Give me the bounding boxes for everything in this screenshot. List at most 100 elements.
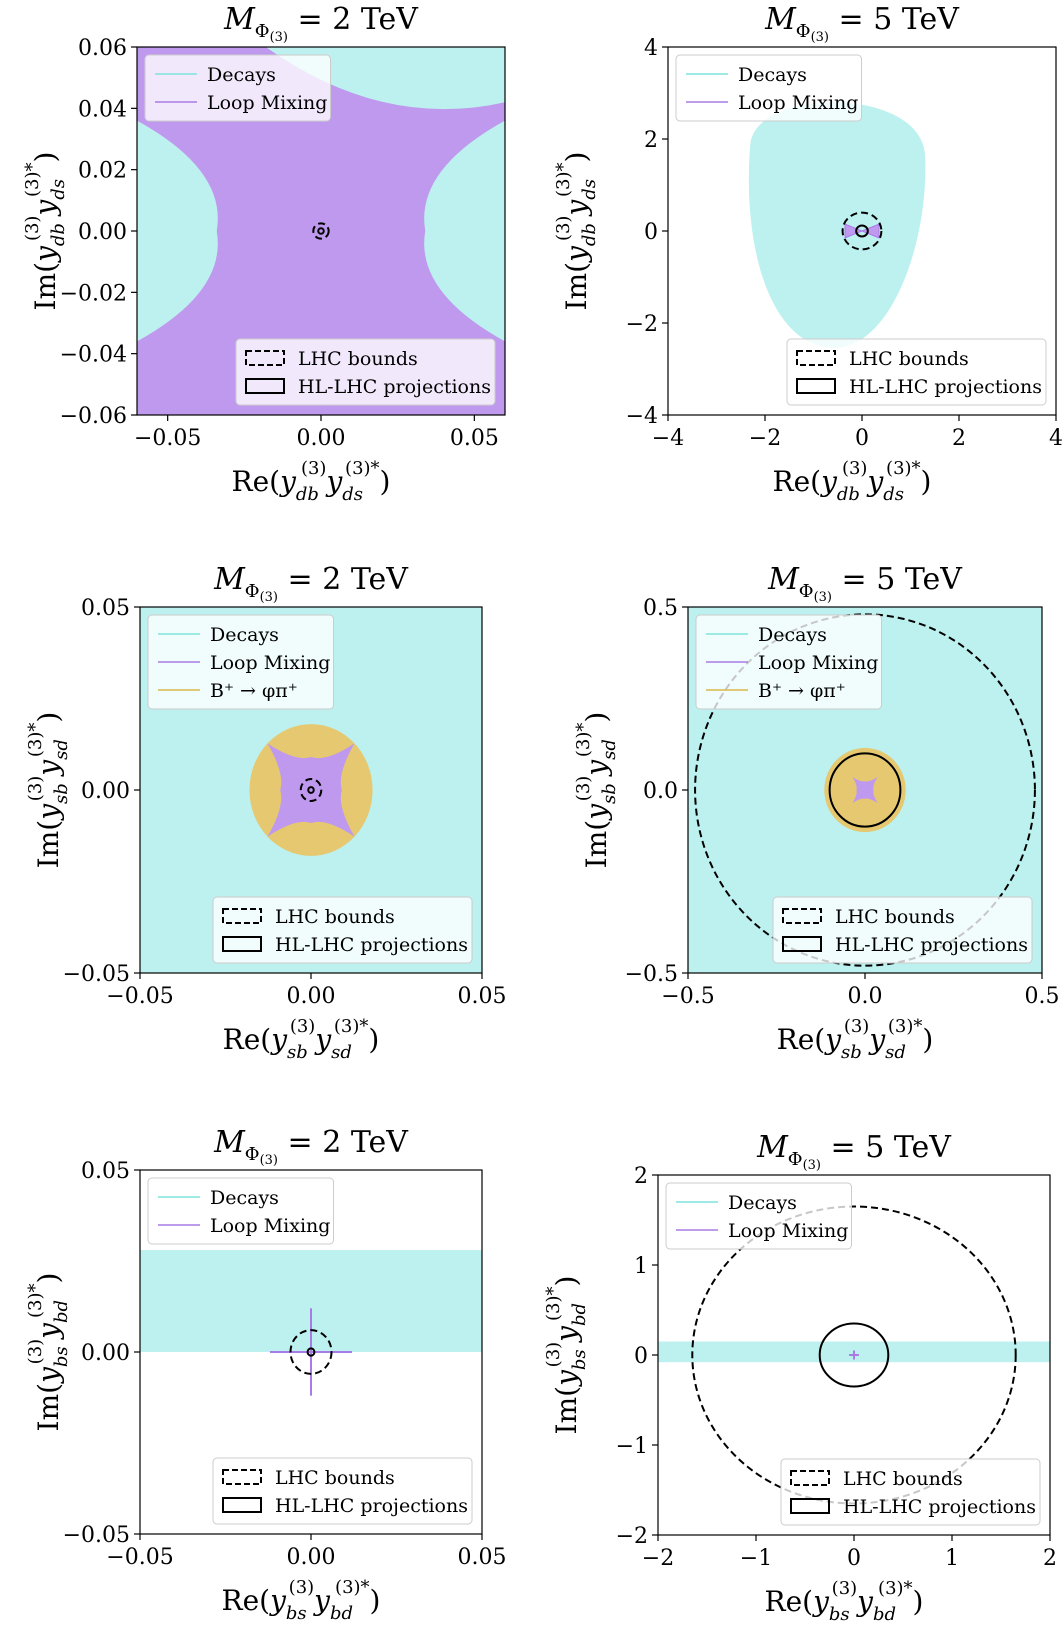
y-tick-label: −0.02 [60, 281, 127, 306]
panel-title: MΦ(3) = 5 TeV [767, 562, 963, 605]
x-tick-label: 4 [1049, 426, 1063, 451]
x-tick-label: −2 [749, 426, 781, 451]
x-tick-label: −0.05 [134, 426, 201, 451]
y-tick-label: −4 [626, 404, 658, 429]
x-axis-label: Re(ysb(3)ysd(3)*) [777, 1016, 934, 1063]
x-axis-label: Re(ydb(3)yds(3)*) [232, 458, 391, 505]
panel-title: MΦ(3) = 5 TeV [756, 1130, 952, 1173]
svg-text:Im(ybs(3)ybd(3)*): Im(ybs(3)ybd(3)*) [543, 1276, 590, 1435]
y-tick-label: −0.5 [625, 962, 678, 987]
legend-label-loop: Loop Mixing [758, 652, 878, 674]
legend-label-hl: HL-LHC projections [275, 1495, 468, 1517]
legend-label-bphi: B⁺ → φπ⁺ [758, 680, 846, 702]
x-axis-label: Re(ysb(3)ysd(3)*) [223, 1016, 380, 1063]
x-tick-label: 2 [952, 426, 966, 451]
y-tick-label: −0.05 [63, 962, 130, 987]
x-tick-label: −2 [642, 1546, 674, 1571]
legend-label-hl: HL-LHC projections [275, 934, 468, 956]
x-tick-label: 2 [1043, 1546, 1057, 1571]
y-tick-label: 0 [644, 220, 658, 245]
y-tick-label: 0.02 [78, 159, 127, 184]
x-tick-label: 0.00 [287, 984, 336, 1009]
y-axis-label: Im(ydb(3)yds(3)*) [553, 152, 600, 311]
y-axis-label: Im(ysb(3)ysd(3)*) [573, 712, 620, 869]
x-tick-label: −0.05 [106, 1545, 173, 1570]
y-tick-label: 0.05 [81, 1159, 130, 1184]
y-tick-label: −1 [616, 1434, 648, 1459]
legend-top: Decays Loop Mixing [145, 55, 331, 121]
y-tick-label: 0.00 [81, 1341, 130, 1366]
legend-label-lhc: LHC bounds [835, 906, 955, 928]
x-tick-label: 0.5 [1025, 984, 1060, 1009]
panel-row3-right: −2 −1 0 1 2 −2 −1 0 1 2 MΦ(3) = 5 TeV Re(ybs(3)ybd(… [543, 1130, 1057, 1625]
y-tick-label: 2 [644, 128, 658, 153]
y-tick-label: 0.0 [643, 779, 678, 804]
panel-title: MΦ(3) = 2 TeV [213, 1125, 409, 1168]
y-axis-label: Im(ybs(3)ybd(3)*) [25, 1273, 72, 1432]
y-tick-label: 1 [634, 1254, 648, 1279]
x-tick-label: 1 [945, 1546, 959, 1571]
legend-label-loop: Loop Mixing [210, 652, 330, 674]
region-loop [267, 743, 354, 836]
x-tick-label: −0.5 [661, 984, 714, 1009]
y-tick-label: −0.06 [60, 404, 127, 429]
x-tick-label: 0 [847, 1546, 861, 1571]
svg-text:Im(ysb(3)ysd(3)*): Im(ysb(3)ysd(3)*) [573, 712, 620, 869]
y-tick-label: −0.04 [60, 343, 127, 368]
x-axis-label: Re(ydb(3)yds(3)*) [773, 458, 932, 505]
y-tick-label: 0.00 [81, 779, 130, 804]
x-tick-label: −0.05 [106, 984, 173, 1009]
y-axis-label: Im(ysb(3)ysd(3)*) [25, 712, 72, 869]
y-tick-label: 2 [634, 1164, 648, 1189]
svg-text:Im(ydb(3)yds(3)*): Im(ydb(3)yds(3)*) [22, 152, 69, 311]
legend-label-decays: Decays [738, 64, 807, 86]
x-tick-label: 0 [855, 426, 869, 451]
y-tick-label: −2 [616, 1524, 648, 1549]
legend-bottom: LHC bounds HL-LHC projections [787, 339, 1046, 405]
legend-label-loop: Loop Mixing [728, 1220, 848, 1242]
panel-row1-right: −4 −2 0 2 4 −4 −2 0 2 4 MΦ(3) = 5 TeV Re(ydb(3)yds(… [553, 2, 1063, 505]
x-axis-label: Re(ybs(3)ybd(3)*) [765, 1578, 924, 1625]
x-tick-label: −1 [740, 1546, 772, 1571]
x-tick-label: 0.00 [297, 426, 346, 451]
x-tick-label: 0.0 [848, 984, 883, 1009]
x-axis-label: Re(ybs(3)ybd(3)*) [222, 1577, 381, 1624]
legend-label-decays: Decays [210, 1187, 279, 1209]
legend-top: Decays Loop Mixing B⁺ → φπ⁺ [148, 615, 334, 709]
x-tick-label: 0.00 [287, 1545, 336, 1570]
legend-label-lhc: LHC bounds [275, 1467, 395, 1489]
y-tick-label: 0.05 [81, 596, 130, 621]
panel-title: MΦ(3) = 2 TeV [213, 562, 409, 605]
legend-label-hl: HL-LHC projections [298, 376, 491, 398]
legend-label-lhc: LHC bounds [843, 1468, 963, 1490]
svg-text:Im(ydb(3)yds(3)*): Im(ydb(3)yds(3)*) [553, 152, 600, 311]
legend-label-lhc: LHC bounds [298, 348, 418, 370]
legend-bottom: LHC bounds HL-LHC projections [236, 339, 495, 405]
panel-title: MΦ(3) = 5 TeV [764, 2, 960, 45]
panel-title: MΦ(3) = 2 TeV [223, 2, 419, 45]
y-tick-label: 0.06 [78, 36, 127, 61]
legend-label-hl: HL-LHC projections [835, 934, 1028, 956]
legend-top: Decays Loop Mixing [148, 1178, 334, 1244]
legend-bottom: LHC bounds HL-LHC projections [781, 1459, 1040, 1525]
legend-label-decays: Decays [758, 624, 827, 646]
legend-bottom: LHC bounds HL-LHC projections [213, 1458, 472, 1524]
y-tick-label: 4 [644, 36, 658, 61]
y-tick-label: 0 [634, 1344, 648, 1369]
legend-top: Decays Loop Mixing B⁺ → φπ⁺ [696, 615, 882, 709]
y-axis-label: Im(ydb(3)yds(3)*) [22, 152, 69, 311]
legend-label-decays: Decays [728, 1192, 797, 1214]
panel-row1-left: −0.05 0.00 0.05 −0.06 −0.04 −0.02 0.00 0.02 0.04… [22, 2, 505, 505]
legend-label-loop: Loop Mixing [207, 92, 327, 114]
x-tick-label: 0.05 [450, 426, 499, 451]
panel-row2-left: −0.05 0.00 0.05 −0.05 0.00 0.05 MΦ(3) = 2 TeV R… [25, 562, 506, 1063]
svg-text:Im(ysb(3)ysd(3)*): Im(ysb(3)ysd(3)*) [25, 712, 72, 869]
legend-label-loop: Loop Mixing [738, 92, 858, 114]
x-tick-label: 0.05 [458, 1545, 507, 1570]
legend-label-bphi: B⁺ → φπ⁺ [210, 680, 298, 702]
panel-row3-left: −0.05 0.00 0.05 −0.05 0.00 0.05 MΦ(3) = 2 TeV R… [25, 1125, 506, 1624]
y-tick-label: 0.04 [78, 97, 127, 122]
svg-text:Im(ybs(3)ybd(3)*): Im(ybs(3)ybd(3)*) [25, 1273, 72, 1432]
legend-label-loop: Loop Mixing [210, 1215, 330, 1237]
